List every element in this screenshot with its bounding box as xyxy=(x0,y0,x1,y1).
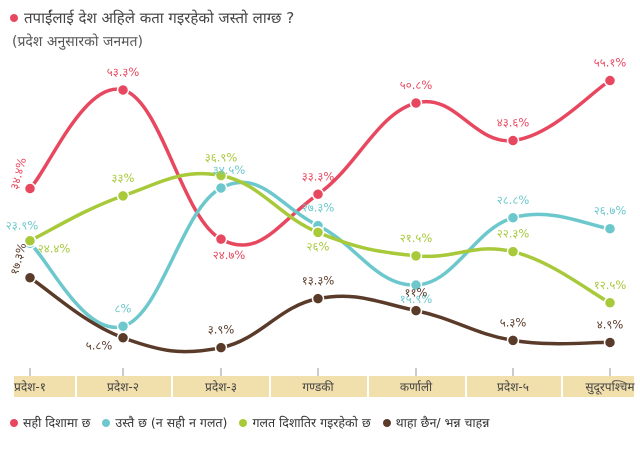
chart-subtitle: (प्रदेश अनुसारको जनमत) xyxy=(12,34,143,50)
legend-dot-icon xyxy=(102,418,111,427)
data-point xyxy=(23,271,37,285)
category-band xyxy=(14,376,634,397)
data-point xyxy=(116,189,130,203)
data-point xyxy=(214,169,228,182)
data-label: ८% xyxy=(115,301,132,315)
x-tick-label: प्रदेश-१ xyxy=(14,380,46,394)
legend-dot-icon xyxy=(239,418,248,427)
data-point xyxy=(409,96,423,110)
data-label: ११% xyxy=(405,286,428,300)
data-point xyxy=(506,334,520,347)
data-point xyxy=(116,320,130,333)
title-row: तपाईंलाई देश अहिले कता गइरहेको जस्तो लाग… xyxy=(10,8,294,28)
data-point xyxy=(311,226,325,239)
data-point xyxy=(409,249,423,263)
data-label: ५.८% xyxy=(86,339,113,353)
data-label: ३४.५% xyxy=(213,163,246,177)
data-point xyxy=(603,296,617,310)
data-label: २१.५% xyxy=(400,231,433,245)
data-label: २६.७% xyxy=(594,204,627,218)
x-tick-label: गण्डकी xyxy=(302,380,334,394)
legend-label: गलत दिशातिर गइरहेको छ xyxy=(252,415,371,430)
data-point xyxy=(311,292,325,305)
chart-title: तपाईंलाई देश अहिले कता गइरहेको जस्तो लाग… xyxy=(24,9,295,27)
data-point xyxy=(409,304,423,317)
data-label: ५३.३% xyxy=(107,65,140,79)
data-point xyxy=(506,211,520,225)
data-label: ४.९% xyxy=(597,317,624,331)
data-label: २३.९% xyxy=(6,218,39,232)
x-tick-label: सुदूरपश्चिम xyxy=(585,380,635,395)
data-point xyxy=(116,331,130,344)
data-label: २७.३% xyxy=(302,201,335,215)
data-point xyxy=(506,134,520,147)
data-label: २४.४% xyxy=(38,242,71,256)
data-point xyxy=(23,234,37,247)
data-label: ५.३% xyxy=(500,315,527,329)
data-label: २८.८% xyxy=(497,193,530,207)
data-point xyxy=(214,232,228,246)
legend-dot-icon xyxy=(382,418,391,427)
legend: सही दिशामा छ उस्तै छ (न सही न गलत) गलत दिश… xyxy=(10,414,501,431)
legend-item: गलत दिशातिर गइरहेको छ xyxy=(239,414,371,431)
legend-dot-icon xyxy=(10,418,18,427)
data-label: २२.३% xyxy=(497,227,530,241)
data-label: १७.३% xyxy=(7,241,29,276)
data-point xyxy=(214,181,228,195)
x-tick-label: कर्णाली xyxy=(400,380,433,394)
data-point xyxy=(116,83,130,97)
x-tick-label: प्रदेश-२ xyxy=(107,380,139,394)
data-point xyxy=(409,278,423,292)
legend-item: सही दिशामा छ xyxy=(10,414,90,431)
data-point xyxy=(214,341,228,354)
data-label: ३.९% xyxy=(208,323,235,337)
data-label: ५०.८% xyxy=(400,78,433,92)
data-label: १५.९% xyxy=(400,292,433,306)
data-label: ५५.१% xyxy=(594,56,627,70)
data-label: २६% xyxy=(307,239,330,253)
data-point xyxy=(603,74,617,87)
data-point xyxy=(603,222,617,235)
data-label: ३३.३% xyxy=(302,169,335,183)
title-bullet-icon xyxy=(10,14,18,22)
legend-label: उस्तै छ (न सही न गलत) xyxy=(115,415,228,430)
data-label: ३६.९% xyxy=(205,151,238,165)
legend-label: सही दिशामा छ xyxy=(23,415,91,430)
data-label: २४.७% xyxy=(213,248,246,262)
x-tick-label: प्रदेश-५ xyxy=(497,380,529,394)
data-label: १२.५% xyxy=(594,278,627,292)
data-point xyxy=(23,182,37,195)
legend-item: थाहा छैन/ भन्न चाहन्न xyxy=(382,414,490,431)
data-label: १३.३% xyxy=(302,274,335,288)
legend-item: उस्तै छ (न सही न गलत) xyxy=(102,414,227,431)
data-label: ३३% xyxy=(112,171,135,185)
data-point xyxy=(506,245,520,258)
data-point xyxy=(311,188,325,201)
data-point xyxy=(603,336,617,349)
legend-label: थाहा छैन/ भन्न चाहन्न xyxy=(395,415,490,430)
data-label: ४३.६% xyxy=(497,116,530,130)
x-tick-label: प्रदेश-३ xyxy=(205,380,237,394)
